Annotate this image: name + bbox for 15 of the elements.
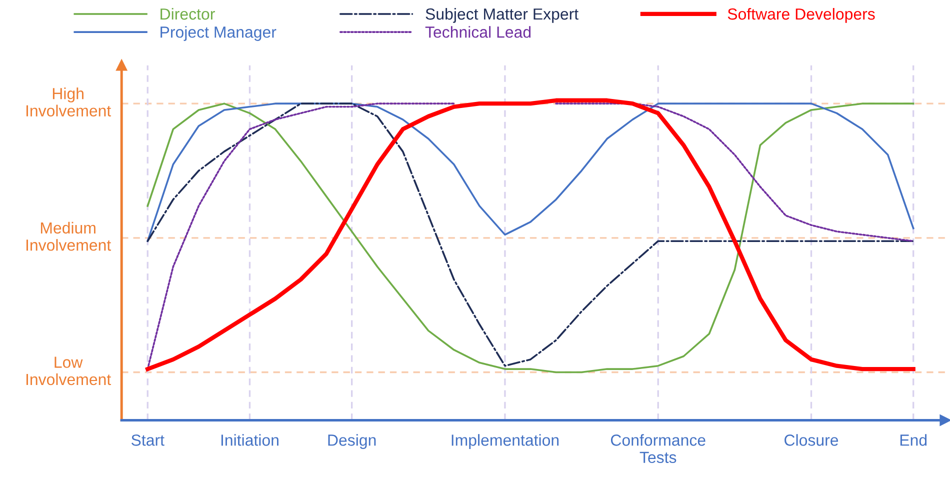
x-tick-label: Closure [784, 434, 838, 446]
legend-label: Project Manager [160, 26, 276, 41]
x-tick-label: Implementation [452, 434, 559, 449]
x-tick-label: Initiation [221, 434, 278, 446]
ref-line-label: High Involvement [26, 88, 112, 116]
x-tick-label: Design [328, 434, 376, 449]
x-tick-label: Conformance Tests [610, 434, 706, 464]
x-tick-label: Start [131, 434, 164, 446]
ref-line-label: Medium Involvement [26, 222, 112, 251]
legend-label: Software Developers [728, 8, 875, 23]
ref-line-label: Low Involvement [26, 356, 112, 386]
x-tick-label: End [900, 434, 927, 446]
legend-label: Technical Lead [425, 26, 531, 38]
legend-label: Director [160, 8, 215, 20]
legend-label: Subject Matter Expert [426, 8, 578, 23]
